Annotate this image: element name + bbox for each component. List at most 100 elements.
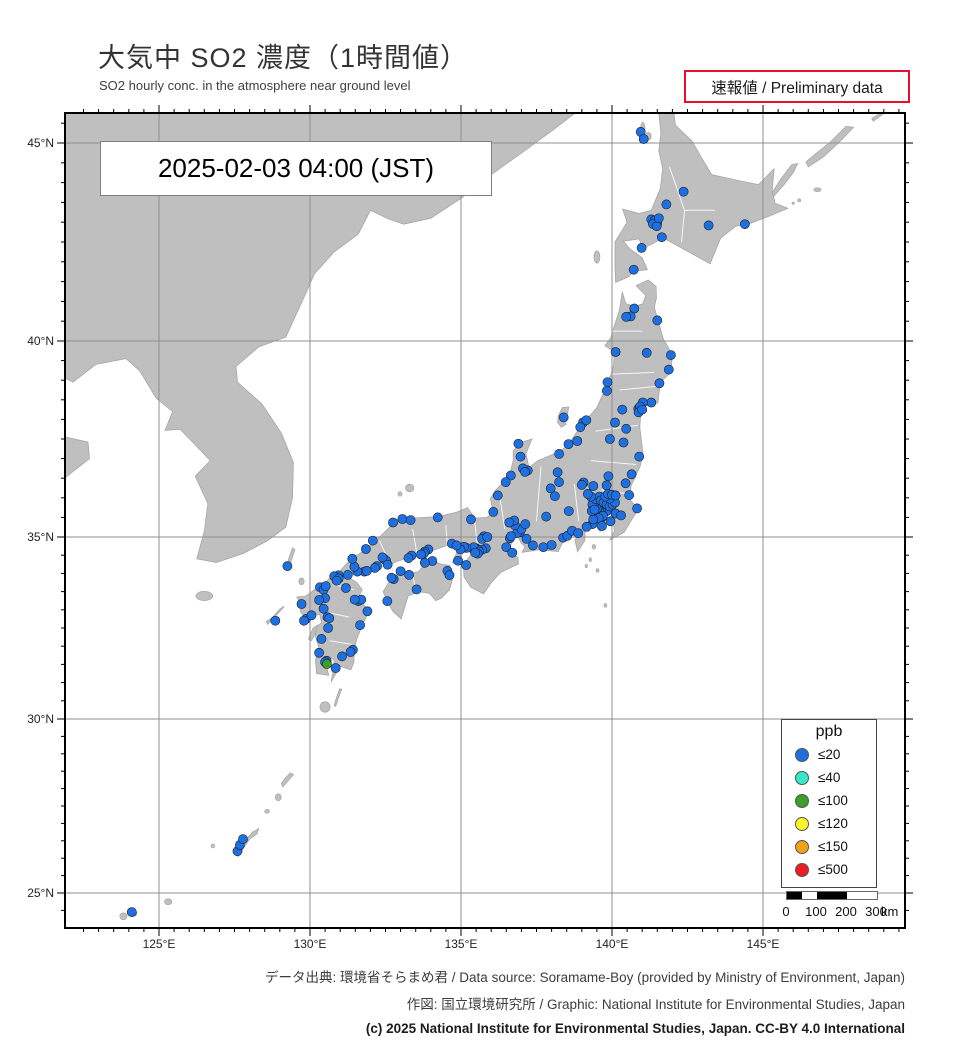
small-island: [274, 793, 282, 802]
station-dot-le20: [416, 549, 426, 560]
station-dot-le20: [602, 377, 613, 388]
station-dot-le20: [541, 511, 552, 522]
station-dot-le20: [404, 570, 414, 580]
station-dot-le20: [552, 467, 563, 478]
station-dot-le20: [470, 547, 481, 558]
station-dot-le20: [521, 533, 532, 544]
prefecture-border: [536, 466, 542, 522]
station-dot-le20: [355, 620, 365, 630]
legend-item-label: ≤40: [818, 770, 841, 785]
station-dot-le20: [513, 438, 524, 449]
station-dot-le20: [501, 542, 512, 553]
station-dot-le20: [576, 480, 587, 490]
legend-color-dot: [795, 862, 809, 877]
island-iturup: [805, 125, 855, 168]
station-dot-le20: [563, 439, 574, 449]
station-dot-le20: [515, 451, 526, 462]
scale-bar-track: [786, 891, 878, 900]
prefecture-border: [573, 484, 580, 522]
small-island: [591, 544, 597, 550]
station-dot-le20: [388, 517, 398, 528]
lon-axis-label: 130°E: [294, 937, 327, 951]
station-dot-le20: [444, 570, 455, 581]
station-dot-le20: [395, 566, 406, 577]
station-dot-le20: [331, 575, 342, 586]
lat-axis-label: 30°N: [27, 712, 54, 726]
station-dot-le20: [636, 243, 647, 253]
station-dot-le20: [616, 510, 626, 521]
station-dot-le20: [550, 491, 560, 502]
station-dot-le20: [411, 584, 422, 595]
station-dot-le20: [299, 615, 309, 626]
station-dot-le100: [322, 659, 332, 669]
small-island: [210, 843, 215, 849]
station-dot-le20: [377, 552, 388, 563]
station-dot-le20: [453, 555, 463, 566]
legend-item: ≤40: [782, 766, 876, 789]
station-dot-le20: [621, 423, 632, 434]
station-dot-le20: [628, 264, 639, 275]
station-dot-le20: [610, 347, 621, 357]
station-dot-le20: [638, 134, 649, 144]
scale-bar: 0 100 200 300 km: [782, 891, 916, 925]
station-dot-le20: [341, 583, 351, 593]
small-island: [397, 491, 403, 497]
station-dot-le20: [582, 489, 593, 499]
station-dot-le20: [617, 404, 628, 415]
scale-bar-unit: km: [881, 904, 899, 919]
lon-axis-label: 135°E: [445, 937, 478, 951]
prefecture-border: [668, 166, 685, 211]
legend-color-dot: [795, 839, 809, 854]
station-dot-le20: [382, 596, 393, 606]
station-dot-le20: [703, 220, 714, 231]
station-dot-le20: [520, 467, 530, 477]
station-dot-le20: [238, 834, 248, 844]
station-dot-le20: [320, 581, 331, 591]
map-frame: [64, 112, 906, 929]
legend-item-label: ≤500: [818, 862, 848, 877]
island-urup: [871, 113, 886, 122]
station-dot-le20: [637, 404, 648, 415]
station-dot-le20: [545, 483, 556, 494]
island-amakusa: [307, 624, 319, 642]
station-dot-le20: [656, 232, 667, 243]
small-island: [584, 564, 588, 569]
map-layers: [65, 113, 905, 928]
lat-axis-label: 25°N: [27, 886, 54, 900]
station-dot-le20: [403, 553, 414, 563]
legend-items: ≤20 ≤40 ≤100 ≤120 ≤150 ≤500: [782, 743, 876, 881]
station-dot-le20: [345, 647, 356, 657]
station-dot-le20: [654, 378, 665, 389]
station-dot-le20: [362, 606, 373, 617]
station-dot-le20: [349, 561, 360, 572]
legend-color-dot: [795, 770, 809, 785]
scale-bar-label: 0: [782, 904, 790, 919]
station-dot-le20: [528, 540, 538, 551]
station-dot-le20: [370, 563, 380, 573]
small-island: [164, 898, 173, 906]
legend-color-dot: [795, 816, 809, 831]
station-dot-le20: [581, 521, 592, 532]
station-dot-le20: [488, 507, 499, 517]
station-dot-le20: [554, 449, 564, 459]
station-dot-le20: [314, 647, 324, 658]
station-dot-le20: [461, 560, 471, 570]
legend-item: ≤150: [782, 835, 876, 858]
island-kunashiri: [771, 163, 799, 198]
station-dot-le20: [361, 544, 371, 554]
station-dot-le20: [624, 490, 635, 500]
station-dot-le20: [504, 517, 515, 528]
station-dot-le20: [419, 557, 430, 568]
scale-bar-segment: [787, 892, 802, 899]
station-dot-le20: [386, 572, 397, 583]
station-dot-le20: [296, 599, 307, 609]
lat-axis-label: 45°N: [27, 136, 54, 150]
station-dot-le20: [661, 199, 672, 210]
station-dot-le20: [605, 434, 615, 444]
small-island: [319, 701, 331, 713]
lat-axis-label: 40°N: [27, 334, 54, 348]
station-dot-le20: [367, 535, 378, 546]
legend-item: ≤500: [782, 858, 876, 881]
station-dot-le20: [316, 634, 327, 644]
